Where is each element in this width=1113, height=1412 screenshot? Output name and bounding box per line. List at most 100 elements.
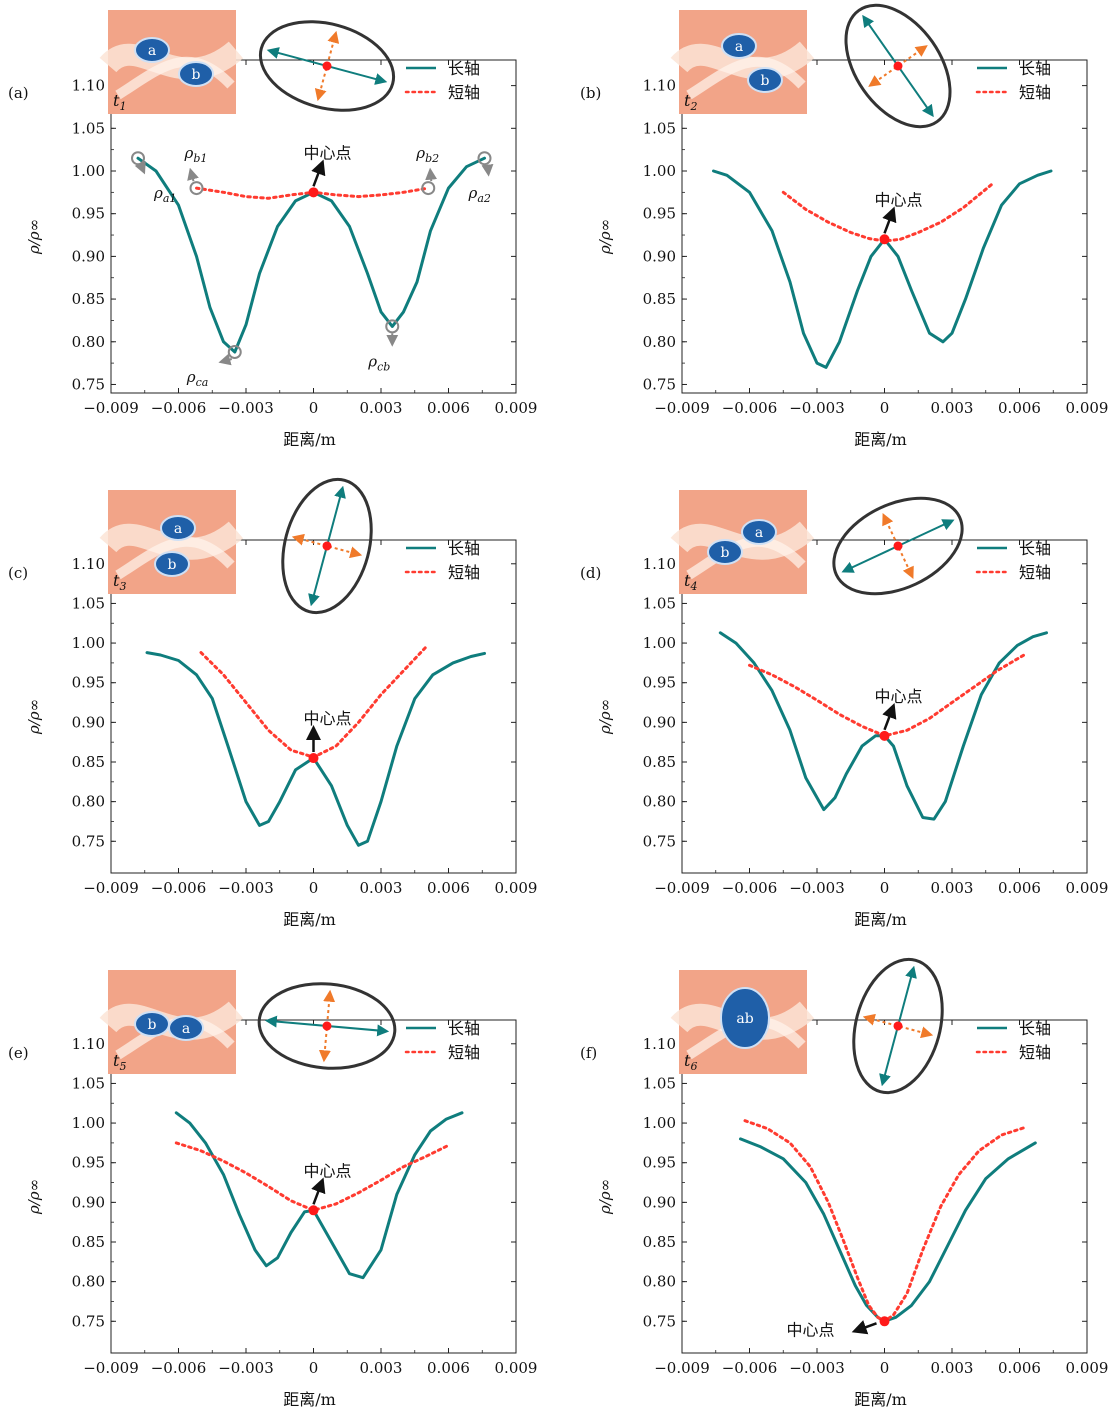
annotation-label-base: ρ [415,144,425,162]
inset-time-label-sub: 2 [689,100,697,113]
inset-vortex-image: a b t2 [670,10,815,114]
x-tick-label: 0 [309,1359,319,1377]
axis-ellipse-diagram [844,3,952,129]
x-tick-label: 0.006 [998,399,1041,417]
center-point-marker [306,725,321,764]
panel-label: (b) [580,84,601,102]
minor-axis-arrow [862,1013,934,1039]
axis-ellipse-diagram [257,982,397,1070]
y-tick-label: 1.00 [643,634,676,652]
x-tick-label: 0.006 [427,1359,470,1377]
y-tick-label: 0.80 [72,793,105,811]
x-tick-label: −0.009 [654,879,710,897]
inset-vortex-blob [154,551,190,577]
legend-major-label: 长轴 [448,539,480,558]
x-tick-label: −0.009 [654,399,710,417]
panel-a: (a) 0.75 0.80 0.85 0.90 0.95 1.00 1.05 1.10 −0.00… [8,10,538,449]
annotation-arrow [425,167,438,182]
center-point-label: 中心点 [874,190,922,209]
inset-vortex-blob [178,61,214,87]
y-axis-label: ρ/ρ∞ [25,219,43,255]
panel-e: (e) 0.75 0.80 0.85 0.90 0.95 1.00 1.05 1.10 −0.00… [8,970,537,1409]
series-major-line [174,1111,464,1280]
center-point-arrow [882,206,897,234]
minor-axis-arrow [318,989,336,1063]
x-tick-label: −0.009 [83,879,139,897]
inset-time-label-base: t [684,571,691,590]
inset-time-label-base: t [684,91,691,110]
axis-ellipse-diagram [258,20,396,112]
x-tick-label: 0.003 [360,1359,403,1377]
y-tick-label: 0.75 [643,1312,676,1330]
y-tick-label: 1.00 [72,634,105,652]
inset-time-label-sub: 4 [689,580,697,593]
annotation-label: ρa1 [153,184,176,205]
minor-axis-arrow [882,513,914,579]
inset-time-label-sub: 6 [690,1060,697,1073]
inset-blob-label: b [148,1017,157,1033]
x-tick-label: 0 [880,399,890,417]
x-axis-label: 距离/m [283,910,336,929]
annotation-label-sub: cb [377,360,390,373]
center-point-marker [851,1316,890,1335]
panel-b: (b) 0.75 0.80 0.85 0.90 0.95 1.00 1.05 1.10 −0.00… [580,3,1109,449]
inset-vortex-blob [707,539,743,565]
center-point-dot [879,234,890,245]
x-tick-label: 0 [880,1359,890,1377]
x-tick-label: −0.003 [218,1359,274,1377]
x-tick-label: 0 [309,879,319,897]
y-tick-label: 0.85 [72,1233,105,1251]
annotation-ring [189,181,204,196]
annotation-label-sub: b1 [193,152,207,165]
x-tick-label: 0.009 [1066,1359,1109,1377]
y-tick-label: 1.05 [643,119,676,137]
annotation-label-base: ρ [184,144,194,162]
y-tick-label: 0.80 [72,1273,105,1291]
x-tick-label: 0.006 [998,1359,1041,1377]
center-point-arrow [311,159,326,187]
inset-vortex-blob [720,987,770,1049]
y-tick-label: 0.85 [72,290,105,308]
annotation-label-base: ρ [153,184,163,202]
center-point-label: 中心点 [303,1161,351,1180]
inset-time-label-base: t [113,571,120,590]
inset-blob-label: ab [736,1011,753,1027]
y-tick-label: 0.85 [643,290,676,308]
x-tick-label: −0.006 [722,879,778,897]
legend-minor-label: 短轴 [1019,83,1051,102]
inset-blob-label: a [735,39,743,55]
legend-major-label: 长轴 [1019,539,1051,558]
y-tick-label: 1.00 [643,1114,676,1132]
legend-major-label: 长轴 [1019,1019,1051,1038]
y-tick-label: 0.95 [643,674,676,692]
inset-time-label-base: t [113,91,120,110]
y-tick-label: 0.80 [72,333,105,351]
x-tick-label: −0.006 [722,1359,778,1377]
x-tick-label: 0.009 [495,399,538,417]
ellipse-center-dot [322,61,332,71]
y-tick-label: 0.75 [72,375,105,393]
panel-f: (f) 0.75 0.80 0.85 0.90 0.95 1.00 1.05 1.10 −0.00… [580,957,1109,1409]
annotation-label-sub: a1 [163,192,177,205]
annotation-ring [385,319,400,334]
x-tick-label: 0.009 [495,1359,538,1377]
inset-time-label: t5 [113,1051,126,1073]
annotation-label-sub: a2 [477,192,491,205]
series-major-line [739,1137,1037,1323]
inset-time-label-base: t [113,1051,120,1070]
ellipse-outline [852,957,944,1095]
panel-label: (e) [8,1044,29,1062]
x-axis-label: 距离/m [854,910,907,929]
inset-vortex-blob [747,67,783,93]
x-tick-label: 0.006 [998,879,1041,897]
annotation-label: ρb1 [184,144,208,165]
x-tick-label: −0.003 [218,399,274,417]
x-tick-label: 0.009 [1066,399,1109,417]
x-tick-label: −0.003 [789,879,845,897]
legend-minor-label: 短轴 [1019,1043,1051,1062]
y-tick-label: 1.05 [643,594,676,612]
annotation-arrow [187,167,199,182]
